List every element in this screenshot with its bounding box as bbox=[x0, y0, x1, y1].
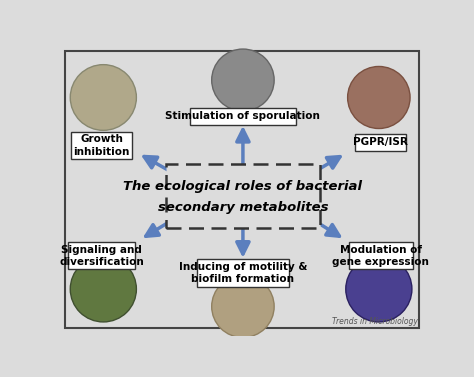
Text: Modulation of
gene expression: Modulation of gene expression bbox=[332, 245, 429, 267]
FancyBboxPatch shape bbox=[67, 242, 136, 270]
Ellipse shape bbox=[346, 256, 412, 322]
Ellipse shape bbox=[347, 66, 410, 129]
Ellipse shape bbox=[70, 64, 137, 130]
FancyBboxPatch shape bbox=[71, 132, 132, 159]
FancyBboxPatch shape bbox=[190, 108, 296, 125]
Ellipse shape bbox=[212, 276, 274, 337]
Ellipse shape bbox=[212, 49, 274, 111]
FancyBboxPatch shape bbox=[348, 242, 413, 270]
Text: Signaling and
diversification: Signaling and diversification bbox=[59, 245, 144, 267]
Text: Growth
inhibition: Growth inhibition bbox=[73, 134, 130, 156]
FancyBboxPatch shape bbox=[197, 259, 289, 287]
Text: PGPR/ISR: PGPR/ISR bbox=[353, 138, 408, 147]
Text: The ecological roles of bacterial: The ecological roles of bacterial bbox=[123, 181, 363, 193]
FancyBboxPatch shape bbox=[65, 51, 419, 328]
FancyBboxPatch shape bbox=[166, 164, 320, 228]
Text: Inducing of motility &
biofilm formation: Inducing of motility & biofilm formation bbox=[179, 262, 307, 284]
FancyBboxPatch shape bbox=[355, 134, 406, 151]
Text: Stimulation of sporulation: Stimulation of sporulation bbox=[165, 111, 320, 121]
Ellipse shape bbox=[70, 256, 137, 322]
Text: Trends in Microbiology: Trends in Microbiology bbox=[331, 317, 418, 326]
Text: secondary metabolites: secondary metabolites bbox=[158, 201, 328, 214]
